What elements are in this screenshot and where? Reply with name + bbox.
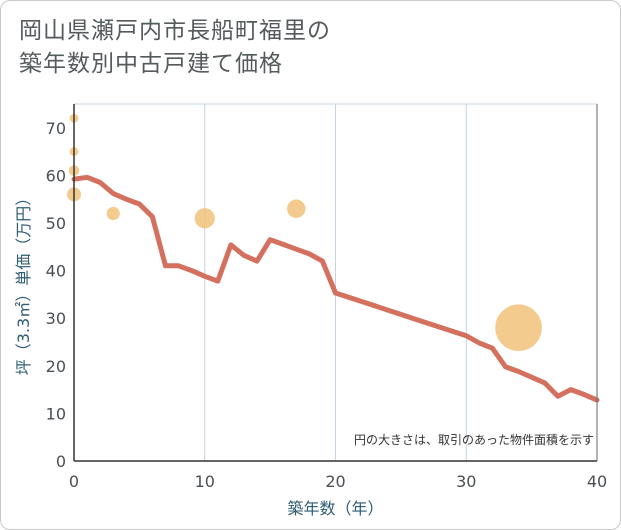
grid-lines <box>74 103 598 461</box>
x-tick-label: 20 <box>325 472 345 491</box>
y-axis-label: 坪（3.3㎡）単価（万円） <box>14 190 33 375</box>
y-tick-label: 0 <box>56 452 66 471</box>
price-trend-line <box>71 174 600 403</box>
y-tick-label: 40 <box>46 262 66 281</box>
bubble-size-note: 円の大きさは、取引のあった物件面積を示す <box>354 432 594 447</box>
x-axis-label: 築年数（年） <box>287 499 383 518</box>
data-bubble <box>287 199 306 218</box>
x-tick-labels: 0 10 20 30 40 <box>69 472 607 491</box>
chart-title-line1: 岡山県瀬戸内市長船町福里の <box>19 18 331 44</box>
chart-title: 岡山県瀬戸内市長船町福里の 築年数別中古戸建て価格 <box>19 15 579 81</box>
data-bubble <box>495 304 542 352</box>
chart-title-line2: 築年数別中古戸建て価格 <box>19 51 283 77</box>
y-tick-label: 60 <box>46 166 66 185</box>
y-tick-label: 50 <box>46 214 66 233</box>
y-tick-label: 70 <box>46 119 66 138</box>
bubble-layer <box>66 113 542 352</box>
data-bubble <box>106 206 120 221</box>
data-bubble <box>194 208 215 229</box>
y-tick-label: 10 <box>46 404 66 423</box>
y-tick-label: 30 <box>46 309 66 328</box>
x-tick-label: 10 <box>195 472 215 491</box>
x-tick-label: 40 <box>587 472 607 491</box>
axes <box>73 104 598 462</box>
y-tick-label: 20 <box>46 357 66 376</box>
x-tick-label: 30 <box>456 472 476 491</box>
x-tick-label: 0 <box>69 472 79 491</box>
y-tick-labels: 0 10 20 30 40 50 60 70 <box>46 119 66 471</box>
